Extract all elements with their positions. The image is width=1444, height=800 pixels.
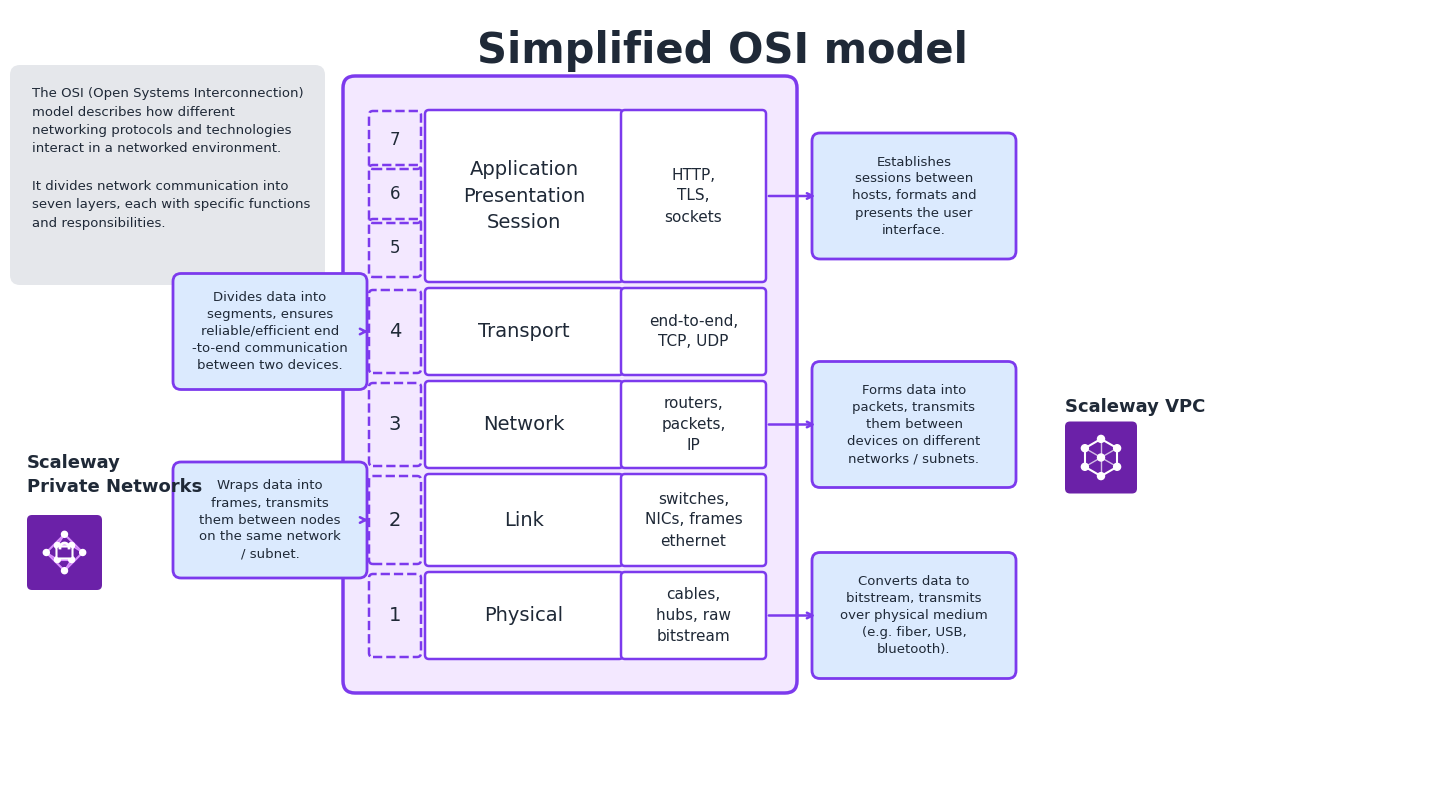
Text: 7: 7 <box>390 131 400 149</box>
Text: cables,
hubs, raw
bitstream: cables, hubs, raw bitstream <box>656 587 731 644</box>
FancyBboxPatch shape <box>1066 422 1136 494</box>
FancyBboxPatch shape <box>621 288 765 375</box>
Text: Converts data to
bitstream, transmits
over physical medium
(e.g. fiber, USB,
blu: Converts data to bitstream, transmits ov… <box>840 575 988 656</box>
Circle shape <box>1097 473 1105 480</box>
Circle shape <box>1113 445 1121 452</box>
Circle shape <box>1113 463 1121 470</box>
Circle shape <box>79 550 85 555</box>
FancyBboxPatch shape <box>621 572 765 659</box>
Text: Physical: Physical <box>484 606 563 625</box>
Text: 6: 6 <box>390 185 400 203</box>
Circle shape <box>1097 435 1105 442</box>
Text: HTTP,
TLS,
sockets: HTTP, TLS, sockets <box>664 167 722 225</box>
Text: 1: 1 <box>388 606 401 625</box>
FancyBboxPatch shape <box>27 515 103 590</box>
FancyBboxPatch shape <box>812 553 1017 678</box>
FancyBboxPatch shape <box>812 362 1017 487</box>
Circle shape <box>68 542 75 549</box>
Circle shape <box>55 557 61 562</box>
Text: 2: 2 <box>388 510 401 530</box>
FancyBboxPatch shape <box>621 381 765 468</box>
Circle shape <box>62 531 68 538</box>
Text: Establishes
sessions between
hosts, formats and
presents the user
interface.: Establishes sessions between hosts, form… <box>852 155 976 237</box>
Text: routers,
packets,
IP: routers, packets, IP <box>661 396 726 453</box>
Text: Scaleway
Private Networks: Scaleway Private Networks <box>27 454 202 497</box>
FancyBboxPatch shape <box>173 274 367 390</box>
Circle shape <box>62 568 68 574</box>
Circle shape <box>1082 463 1089 470</box>
FancyBboxPatch shape <box>621 110 765 282</box>
FancyBboxPatch shape <box>425 572 622 659</box>
FancyBboxPatch shape <box>344 76 797 693</box>
Text: Network: Network <box>484 415 565 434</box>
Text: Transport: Transport <box>478 322 570 341</box>
Text: Link: Link <box>504 510 544 530</box>
Text: 3: 3 <box>388 415 401 434</box>
Text: Scaleway VPC: Scaleway VPC <box>1066 398 1206 415</box>
FancyBboxPatch shape <box>812 133 1017 259</box>
Circle shape <box>1082 445 1089 452</box>
Text: Divides data into
segments, ensures
reliable/efficient end
-to-end communication: Divides data into segments, ensures reli… <box>192 291 348 372</box>
FancyBboxPatch shape <box>621 474 765 566</box>
FancyBboxPatch shape <box>10 65 325 285</box>
FancyBboxPatch shape <box>173 462 367 578</box>
Circle shape <box>68 557 75 562</box>
FancyBboxPatch shape <box>425 474 622 566</box>
Text: Forms data into
packets, transmits
them between
devices on different
networks / : Forms data into packets, transmits them … <box>848 384 980 465</box>
Circle shape <box>43 550 49 555</box>
FancyBboxPatch shape <box>425 110 622 282</box>
Text: Application
Presentation
Session: Application Presentation Session <box>464 160 585 232</box>
Text: end-to-end,
TCP, UDP: end-to-end, TCP, UDP <box>648 314 738 350</box>
Text: 4: 4 <box>388 322 401 341</box>
Text: Simplified OSI model: Simplified OSI model <box>477 30 967 72</box>
FancyBboxPatch shape <box>425 288 622 375</box>
FancyBboxPatch shape <box>425 381 622 468</box>
Circle shape <box>1097 454 1105 461</box>
Text: switches,
NICs, frames
ethernet: switches, NICs, frames ethernet <box>644 491 742 549</box>
FancyBboxPatch shape <box>56 546 72 558</box>
Circle shape <box>55 542 61 549</box>
Text: Wraps data into
frames, transmits
them between nodes
on the same network
/ subne: Wraps data into frames, transmits them b… <box>199 479 341 561</box>
Text: The OSI (Open Systems Interconnection)
model describes how different
networking : The OSI (Open Systems Interconnection) m… <box>32 87 310 230</box>
Text: 5: 5 <box>390 239 400 257</box>
